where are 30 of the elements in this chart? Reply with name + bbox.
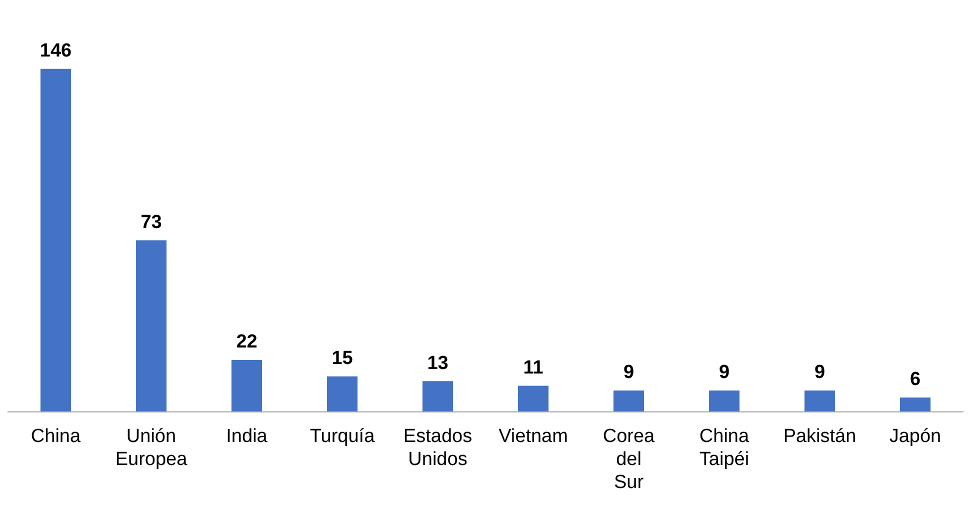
bar <box>804 390 836 412</box>
bar <box>518 386 549 412</box>
data-label: 73 <box>140 212 162 233</box>
data-label: 11 <box>523 358 544 379</box>
bar <box>613 390 644 412</box>
bar <box>422 381 454 412</box>
data-label: 9 <box>814 362 826 384</box>
bar <box>40 68 72 412</box>
bar <box>326 376 358 412</box>
x-tick-label: Unión Europea <box>115 426 188 470</box>
x-tick-label: India <box>226 426 268 448</box>
x-tick-label: Japón <box>889 426 942 448</box>
x-tick-label: Vietnam <box>498 426 568 448</box>
x-tick-label: Pakistán <box>783 426 856 448</box>
x-tick-label: China <box>30 426 81 448</box>
bar <box>136 240 167 412</box>
data-label: 6 <box>910 369 921 390</box>
data-label: 22 <box>236 332 258 353</box>
bar <box>708 390 740 412</box>
data-label: 9 <box>718 362 730 384</box>
data-label: 146 <box>40 40 72 62</box>
x-tick-label: Corea del Sur <box>602 426 656 493</box>
x-tick-label: Turquía <box>310 426 376 448</box>
data-label: 9 <box>623 362 634 384</box>
data-label: 13 <box>427 352 448 374</box>
x-tick-label: China Taipéi <box>699 426 750 470</box>
x-tick-label: Estados Unidos <box>403 426 472 470</box>
bar <box>900 398 931 412</box>
bar <box>231 360 262 412</box>
data-label: 15 <box>332 348 354 370</box>
